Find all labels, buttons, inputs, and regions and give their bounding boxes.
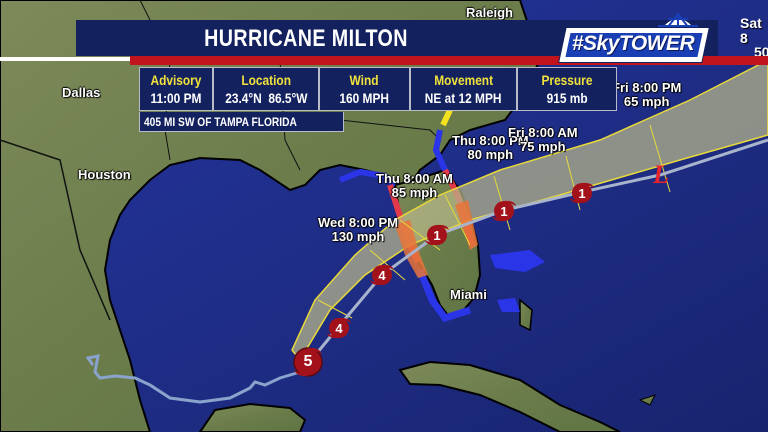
wind-value: 160 MPH: [339, 90, 390, 106]
forecast-label-fri-8am: Fri 8:00 AM 75 mph: [508, 126, 578, 153]
hurricane-icon: [570, 182, 594, 204]
location-cell: Location 23.4°N 86.5°W: [214, 68, 320, 110]
skytower-logo: #SkyTOWER: [571, 32, 695, 55]
tropical-storm-warning-east: [432, 129, 448, 172]
storm-category: 1: [578, 185, 586, 201]
wind-header: Wind: [350, 72, 379, 88]
forecast-wind: 85 mph: [391, 184, 438, 200]
forecast-wind: 75 mph: [520, 138, 566, 154]
storm-marker-cat4[interactable]: 4: [325, 314, 353, 342]
movement-cell: Movement NE at 12 MPH: [411, 68, 518, 110]
yucatan: [198, 402, 307, 432]
hurricane-icon: [370, 264, 394, 286]
tropical-storm-warning-gulf: [338, 168, 398, 188]
pressure-header: Pressure: [541, 72, 593, 88]
forecast-wind: 65 mph: [623, 93, 670, 109]
city-label-raleigh: Raleigh: [466, 5, 513, 20]
forecast-track-line: [306, 138, 768, 365]
forecast-time: Fri 8:00 PM: [612, 80, 682, 95]
hurricane-icon: [293, 347, 323, 377]
advisory-cell: Advisory 11:00 PM: [140, 68, 214, 110]
storm-marker-cat4-wed[interactable]: 4: [368, 261, 396, 289]
forecast-label-fri-8pm: Fri 8:00 PM 65 mph: [612, 81, 681, 108]
storm-category: 4: [378, 267, 386, 283]
distance-note-text: 405 MI SW OF TAMPA FLORIDA: [144, 115, 297, 129]
forecast-wind: 130 mph: [331, 228, 385, 244]
storm-marker-cat1-thu-pm[interactable]: 1: [490, 197, 518, 225]
forecast-label-sat-8: Sat 8 50: [740, 16, 768, 60]
forecast-time: Sat 8: [740, 15, 762, 46]
advisory-header: Advisory: [150, 72, 202, 88]
hurricane-icon: [327, 317, 351, 339]
tropical-storm-watch: [440, 108, 453, 127]
location-header: Location: [241, 72, 291, 88]
city-label-miami: Miami: [450, 287, 487, 302]
storm-surge-zone: [395, 220, 428, 278]
storm-category: 5: [303, 353, 313, 370]
past-track-line: [85, 354, 301, 404]
bahamas-andros: [519, 298, 533, 332]
forecast-wind: 50: [754, 44, 768, 61]
forecast-label-wed-8pm: Wed 8:00 PM 130 mph: [318, 216, 398, 243]
movement-header: Movement: [434, 72, 493, 88]
forecast-cone: [291, 59, 768, 362]
storm-marker-low-pressure[interactable]: L: [648, 160, 674, 190]
forecast-label-thu-8pm: Thu 8:00 PM 80 mph: [452, 134, 529, 161]
low-pressure-icon: L: [653, 160, 669, 189]
movement-value: NE at 12 MPH: [425, 90, 502, 106]
storm-category: 1: [500, 203, 508, 219]
storm-marker-cat1-fri-am[interactable]: 1: [568, 179, 596, 207]
forecast-label-thu-8am: Thu 8:00 AM 85 mph: [376, 172, 453, 199]
cuba: [398, 360, 621, 432]
header-white-accent: [0, 57, 130, 61]
storm-category: 4: [335, 320, 343, 336]
city-label-houston: Houston: [78, 167, 131, 182]
storm-category: 1: [433, 227, 441, 243]
page-title: HURRICANE MILTON: [204, 25, 408, 52]
forecast-time: Wed 8:00 PM: [318, 215, 398, 230]
distance-note: 405 MI SW OF TAMPA FLORIDA: [139, 112, 344, 132]
advisory-info-table: Advisory 11:00 PM Location 23.4°N 86.5°W…: [139, 67, 617, 111]
header-red-stripe: [130, 56, 768, 65]
forecast-time: Thu 8:00 PM: [452, 133, 529, 148]
tropical-storm-warning-sw-fl: [416, 268, 472, 323]
pressure-value: 915 mb: [546, 90, 588, 106]
wind-cell: Wind 160 MPH: [320, 68, 411, 110]
forecast-time: Thu 8:00 AM: [376, 171, 453, 186]
storm-marker-current-cat5[interactable]: 5: [291, 345, 325, 379]
city-label-dallas: Dallas: [62, 85, 101, 100]
hurricane-icon: [425, 224, 449, 246]
storm-marker-cat1-thu-am[interactable]: 1: [423, 221, 451, 249]
tropical-storm-warning-bahamas: [490, 250, 545, 272]
advisory-value: 11:00 PM: [150, 90, 202, 106]
location-value: 23.4°N 86.5°W: [224, 90, 308, 106]
forecast-time: Fri 8:00 AM: [508, 125, 578, 140]
hurricane-icon: [492, 200, 516, 222]
pressure-cell: Pressure 915 mb: [518, 68, 616, 110]
forecast-wind: 80 mph: [467, 146, 514, 162]
